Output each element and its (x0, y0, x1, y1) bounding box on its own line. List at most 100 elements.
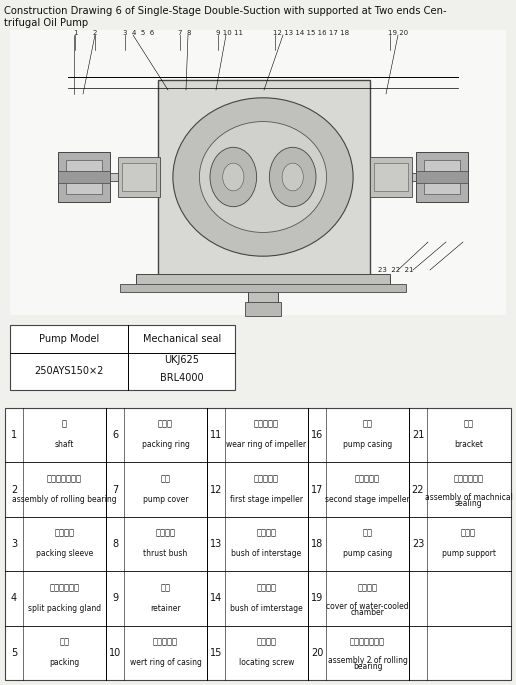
Text: first stage impeller: first stage impeller (230, 495, 303, 504)
Text: pump support: pump support (442, 549, 495, 558)
Bar (416, 152, 468, 202)
Text: 机械密封部件: 机械密封部件 (454, 474, 483, 483)
Text: 5: 5 (11, 648, 17, 658)
Bar (122, 163, 156, 191)
Text: bracket: bracket (454, 440, 483, 449)
Bar (58, 171, 110, 183)
Bar (10, 325, 235, 390)
Text: locating screw: locating screw (239, 658, 294, 667)
Text: 13: 13 (210, 539, 222, 549)
Text: 填料环: 填料环 (158, 420, 173, 429)
Bar (245, 302, 281, 316)
Text: 7: 7 (112, 484, 118, 495)
Text: wert ring of casing: wert ring of casing (130, 658, 201, 667)
Ellipse shape (210, 147, 256, 207)
Text: 滚动轴承乙部件: 滚动轴承乙部件 (47, 474, 82, 483)
Text: 22: 22 (412, 484, 424, 495)
Ellipse shape (199, 121, 327, 232)
Bar (58, 173, 468, 181)
Text: 第一级叶轮: 第一级叶轮 (254, 474, 279, 483)
Text: 17: 17 (311, 484, 323, 495)
Text: 14: 14 (210, 593, 222, 603)
Bar (120, 284, 406, 292)
Text: 10: 10 (109, 648, 121, 658)
Bar (136, 274, 390, 288)
Ellipse shape (223, 163, 244, 191)
Text: 弹体密封环: 弹体密封环 (153, 638, 178, 647)
Bar (5, 408, 511, 680)
Text: bush of interstage: bush of interstage (231, 549, 302, 558)
Text: 250AYS150×2: 250AYS150×2 (34, 366, 104, 376)
Bar (416, 171, 468, 183)
Text: 填料: 填料 (59, 638, 70, 647)
Text: 9 10 11: 9 10 11 (216, 30, 243, 36)
Ellipse shape (269, 147, 316, 207)
Text: 18: 18 (311, 539, 323, 549)
Bar (374, 163, 408, 191)
Bar (158, 80, 370, 278)
Bar (118, 157, 160, 197)
Text: 7  8: 7 8 (178, 30, 191, 36)
Text: thrust bush: thrust bush (143, 549, 188, 558)
Text: 中开填料压盖: 中开填料压盖 (50, 583, 79, 592)
Text: 4: 4 (11, 593, 17, 603)
Text: 21: 21 (412, 430, 424, 440)
Text: bush of imterstage: bush of imterstage (230, 603, 303, 612)
Text: packing: packing (50, 658, 79, 667)
Bar (370, 157, 412, 197)
Text: 3: 3 (11, 539, 17, 549)
Bar (58, 152, 110, 202)
Text: Mechanical seal: Mechanical seal (143, 334, 221, 344)
Text: BRL4000: BRL4000 (160, 373, 204, 383)
Text: shaft: shaft (55, 440, 74, 449)
Text: Pump Model: Pump Model (39, 334, 99, 344)
Text: 定位螺钉: 定位螺钉 (256, 638, 277, 647)
Text: 6: 6 (112, 430, 118, 440)
Text: 1: 1 (11, 430, 17, 440)
Text: 泵盖: 泵盖 (363, 529, 373, 538)
Text: packing sleeve: packing sleeve (36, 549, 93, 558)
Text: 23  22  21: 23 22 21 (378, 267, 413, 273)
Text: pump casing: pump casing (343, 440, 392, 449)
Text: 叶轮密封环: 叶轮密封环 (254, 420, 279, 429)
Text: 架支架: 架支架 (461, 529, 476, 538)
Text: 2: 2 (11, 484, 17, 495)
Text: 水冷吸盖: 水冷吸盖 (358, 583, 378, 592)
Text: 23: 23 (412, 539, 424, 549)
Bar (248, 276, 278, 306)
Text: 泵体: 泵体 (363, 420, 373, 429)
Text: 级间衬套: 级间衬套 (256, 529, 277, 538)
Text: 3  4  5  6: 3 4 5 6 (123, 30, 154, 36)
Ellipse shape (282, 163, 303, 191)
Text: 16: 16 (311, 430, 323, 440)
Text: 填料轴套: 填料轴套 (55, 529, 74, 538)
Text: 圄部衬套: 圄部衬套 (155, 529, 175, 538)
Text: assembly 2 of rolling: assembly 2 of rolling (328, 656, 408, 665)
Text: 9: 9 (112, 593, 118, 603)
Text: 滚动轴承平面件: 滚动轴承平面件 (350, 638, 385, 647)
Text: 8: 8 (112, 539, 118, 549)
Text: pump casing: pump casing (343, 549, 392, 558)
Text: 泵盖: 泵盖 (160, 474, 170, 483)
Text: 12 13 14 15 16 17 18: 12 13 14 15 16 17 18 (273, 30, 349, 36)
Text: second stage impeller: second stage impeller (325, 495, 410, 504)
Text: 15: 15 (210, 648, 222, 658)
Text: pump cover: pump cover (143, 495, 188, 504)
Text: 1: 1 (73, 30, 77, 36)
Ellipse shape (173, 98, 353, 256)
Text: cover of water-cooled: cover of water-cooled (326, 601, 409, 610)
Text: retainer: retainer (150, 603, 181, 612)
Text: 19: 19 (311, 593, 323, 603)
Text: 19 20: 19 20 (388, 30, 408, 36)
Text: 轴: 轴 (62, 420, 67, 429)
Text: Construction Drawing 6 of Single-Stage Double-Suction with supported at Two ends: Construction Drawing 6 of Single-Stage D… (4, 6, 447, 16)
Text: trifugal Oil Pump: trifugal Oil Pump (4, 18, 88, 28)
Bar (10, 30, 506, 315)
Bar (66, 160, 102, 194)
Text: 挡套: 挡套 (160, 583, 170, 592)
Text: 20: 20 (311, 648, 323, 658)
Bar (424, 160, 460, 194)
Text: 级间轴承: 级间轴承 (256, 583, 277, 592)
Text: 11: 11 (210, 430, 222, 440)
Text: 2: 2 (93, 30, 98, 36)
